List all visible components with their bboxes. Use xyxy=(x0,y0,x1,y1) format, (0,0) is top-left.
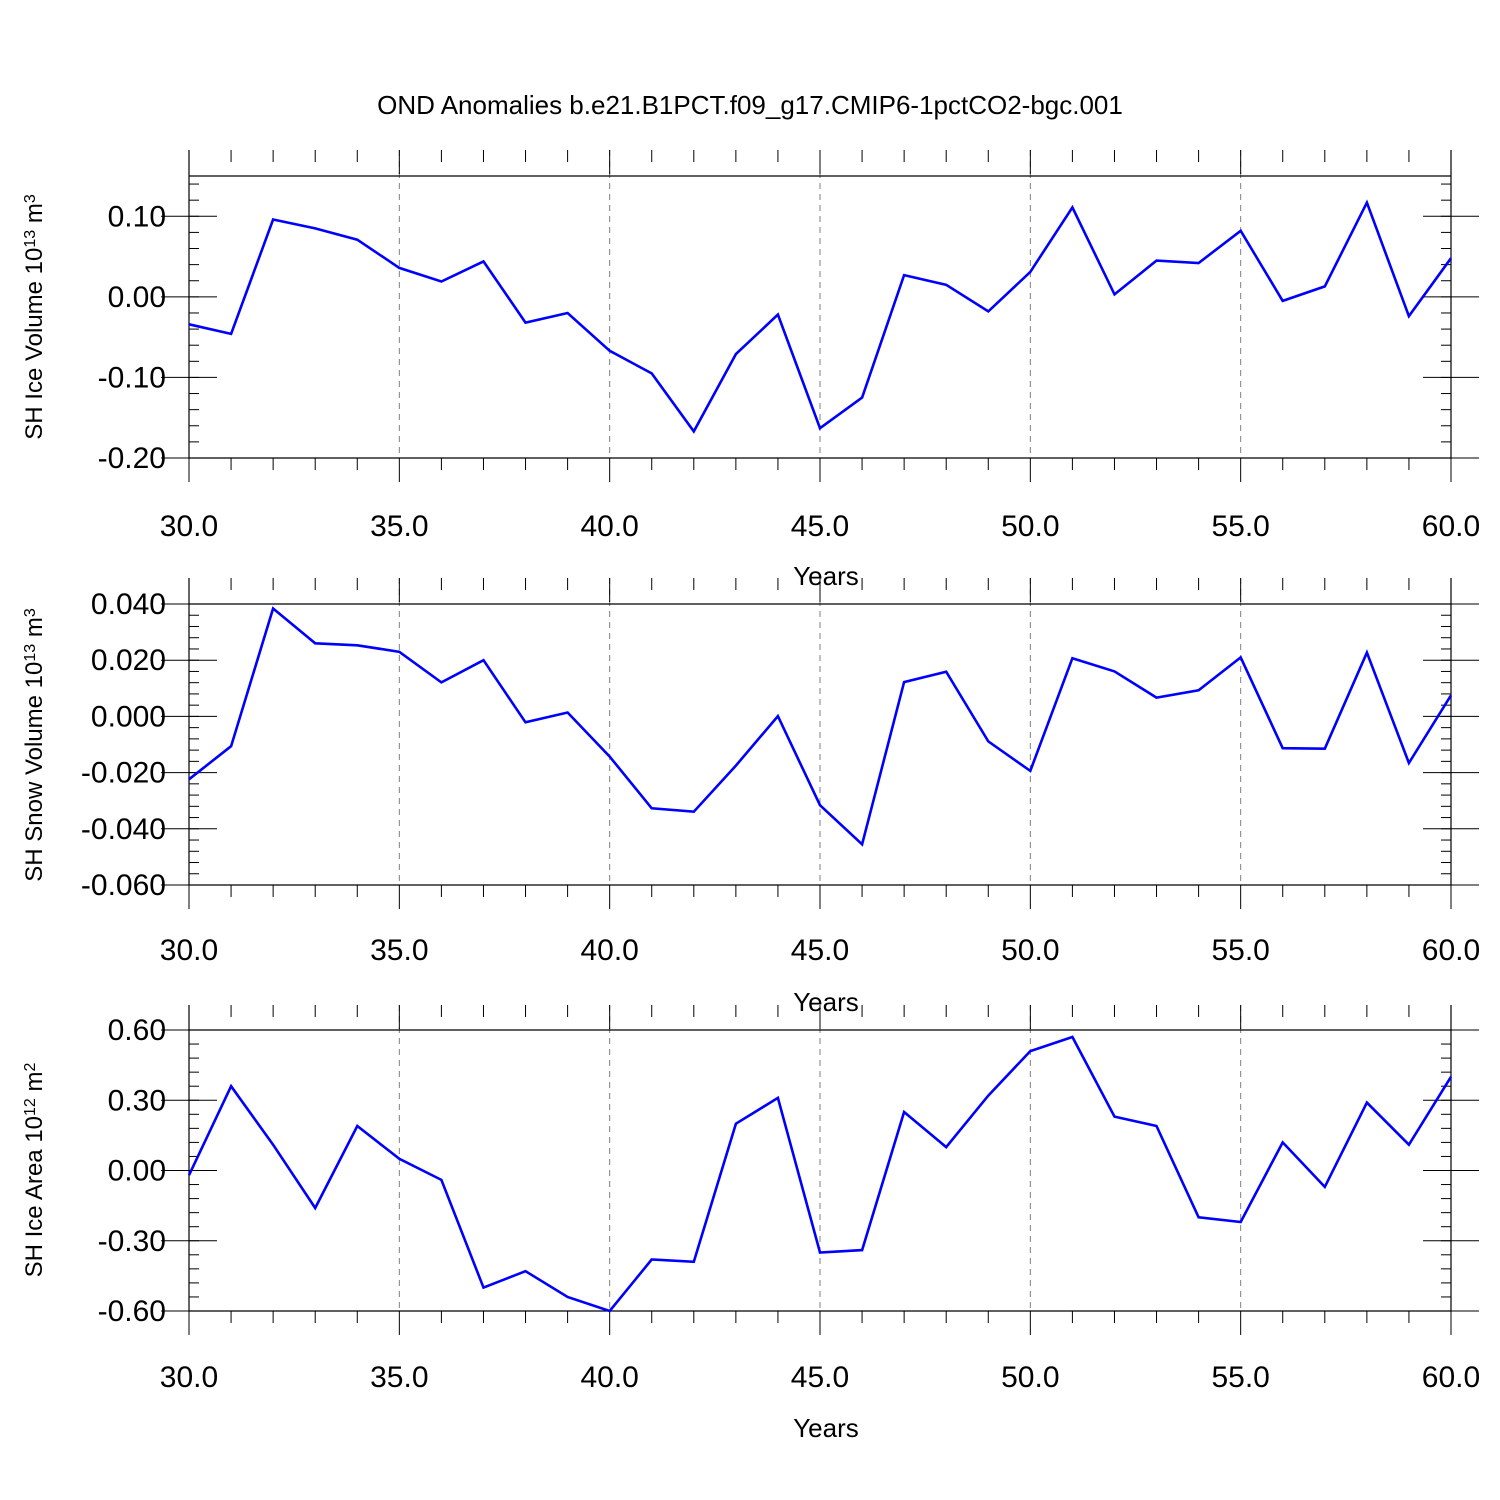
x-tick-label: 50.0 xyxy=(1001,510,1059,543)
y-axis-label-unit: m xyxy=(21,203,48,230)
x-axis-label: Years xyxy=(793,561,859,591)
y-axis-label: SH Snow Volume 1013 m3 xyxy=(21,608,48,882)
y-axis-label-unit-exponent: 3 xyxy=(22,608,39,617)
series-line-1 xyxy=(188,199,1453,434)
x-tick-label: 30.0 xyxy=(160,1361,218,1394)
y-axis-label-unit: m xyxy=(21,1072,48,1099)
x-tick-label: 40.0 xyxy=(580,1361,638,1394)
x-tick-label: 35.0 xyxy=(370,510,428,543)
y-axis-label-exponent: 12 xyxy=(22,1098,39,1116)
x-tick-label: 55.0 xyxy=(1211,1361,1269,1394)
y-tick-label: 0.020 xyxy=(91,644,166,677)
y-axis-label-prefix: SH Snow Volume 10 xyxy=(21,662,48,882)
x-axis-label: Years xyxy=(793,987,859,1017)
x-tick-label: 60.0 xyxy=(1422,934,1480,967)
y-tick-label: 0.30 xyxy=(108,1084,166,1117)
x-tick-label: 45.0 xyxy=(791,1361,849,1394)
y-axis-label: SH Ice Area 1012 m2 xyxy=(21,1063,48,1278)
y-axis-label-exponent: 13 xyxy=(22,230,39,248)
x-tick-label: 50.0 xyxy=(1001,1361,1059,1394)
x-tick-label: 30.0 xyxy=(160,510,218,543)
x-tick-label: 35.0 xyxy=(370,934,428,967)
y-tick-label: 0.00 xyxy=(108,281,166,314)
x-tick-label: 35.0 xyxy=(370,1361,428,1394)
y-axis-label-unit-exponent: 3 xyxy=(22,194,39,203)
panel-1: -0.20 -0.10 0.00 0.10 30.0 35.0 40.0 45.0 50.0 55… xyxy=(21,150,1480,591)
x-tick-label: 55.0 xyxy=(1211,510,1269,543)
y-axis-label-unit-exponent: 2 xyxy=(22,1063,39,1072)
y-axis-label-prefix: SH Ice Volume 10 xyxy=(21,248,48,440)
y-tick-label: -0.30 xyxy=(98,1225,166,1258)
y-tick-label: -0.020 xyxy=(81,757,166,790)
y-tick-label: -0.10 xyxy=(98,361,166,394)
y-tick-label: -0.20 xyxy=(98,442,166,475)
y-tick-label: 0.60 xyxy=(108,1014,166,1047)
y-tick-label: -0.60 xyxy=(98,1295,166,1328)
x-axis-label: Years xyxy=(793,1413,859,1443)
x-tick-label: 45.0 xyxy=(791,934,849,967)
y-tick-label: -0.060 xyxy=(81,869,166,902)
y-tick-label: 0.000 xyxy=(91,700,166,733)
y-axis-label: SH Ice Volume 1013 m3 xyxy=(21,194,48,440)
y-tick-label: 0.10 xyxy=(108,200,166,233)
x-tick-label: 30.0 xyxy=(160,934,218,967)
y-axis-label-unit: m xyxy=(21,617,48,644)
y-axis-label-exponent: 13 xyxy=(22,644,39,662)
y-tick-label: -0.040 xyxy=(81,813,166,846)
y-tick-label: 0.040 xyxy=(91,588,166,621)
x-tick-label: 45.0 xyxy=(791,510,849,543)
x-tick-label: 60.0 xyxy=(1422,510,1480,543)
y-axis-label-prefix: SH Ice Area 10 xyxy=(21,1116,48,1277)
x-tick-label: 60.0 xyxy=(1422,1361,1480,1394)
series-line-1 xyxy=(187,1035,1453,1313)
panel-3: -0.60 -0.30 0.00 0.30 0.60 30.0 35.0 40.0 45.0 50… xyxy=(21,1005,1480,1443)
y-tick-label: 0.00 xyxy=(108,1155,166,1188)
figure-title: OND Anomalies b.e21.B1PCT.f09_g17.CMIP6-… xyxy=(377,90,1123,120)
panel-2: -0.060 -0.040 -0.020 0.000 0.020 0.040 30.0 35.… xyxy=(21,578,1480,1017)
x-tick-label: 55.0 xyxy=(1211,934,1269,967)
x-tick-label: 40.0 xyxy=(580,510,638,543)
x-tick-label: 50.0 xyxy=(1001,934,1059,967)
x-tick-label: 40.0 xyxy=(580,934,638,967)
